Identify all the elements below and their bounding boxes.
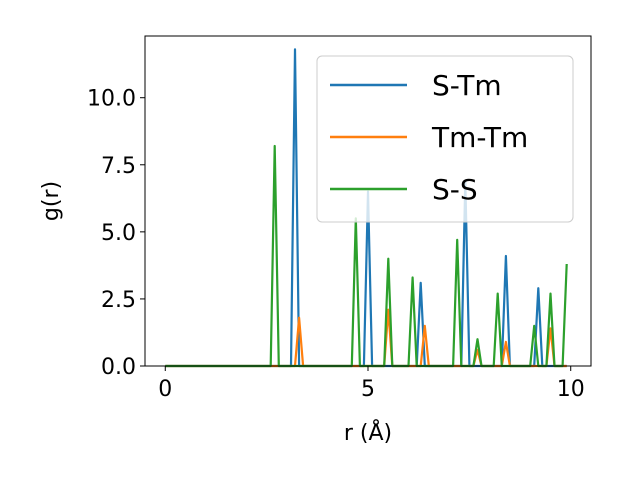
x-axis: 0 5 10 [158, 366, 585, 402]
y-axis-label: g(r) [39, 181, 64, 221]
y-tick-label: 5.0 [101, 221, 136, 246]
x-tick-label: 5 [361, 377, 375, 402]
legend: S-Tm Tm-Tm S-S [316, 55, 574, 223]
x-axis-label: r (Å) [344, 419, 392, 446]
y-tick-label: 7.5 [101, 154, 136, 179]
y-axis: 0.0 2.5 5.0 7.5 10.0 [87, 87, 145, 380]
legend-label-s-s: S-S [432, 173, 478, 206]
legend-label-s-tm: S-Tm [432, 69, 502, 102]
y-tick-label: 10.0 [87, 87, 136, 112]
y-tick-label: 2.5 [101, 288, 136, 313]
x-tick-label: 10 [557, 377, 585, 402]
x-tick-label: 0 [158, 377, 172, 402]
legend-label-tm-tm: Tm-Tm [431, 121, 528, 154]
legend-box [316, 55, 574, 223]
y-tick-label: 0.0 [101, 355, 136, 380]
